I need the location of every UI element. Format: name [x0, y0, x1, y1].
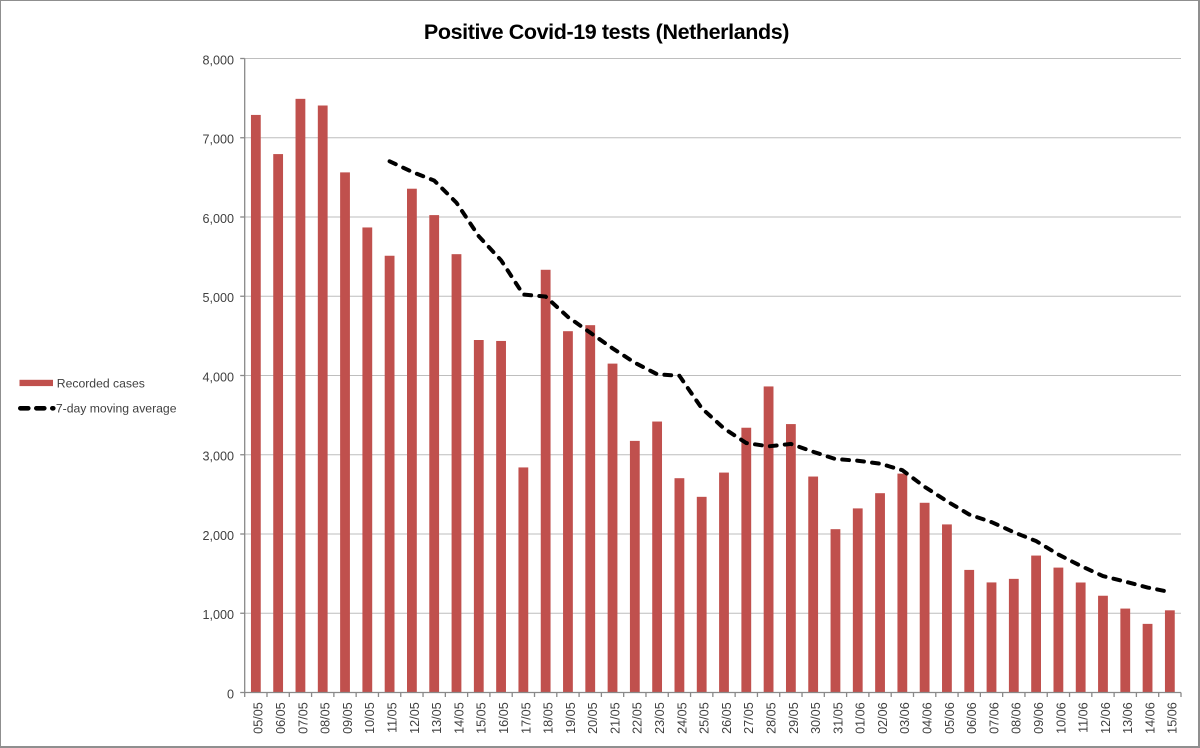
svg-text:05/05: 05/05: [252, 702, 266, 734]
svg-text:02/06: 02/06: [876, 702, 890, 734]
svg-text:8,000: 8,000: [202, 53, 234, 67]
svg-text:20/05: 20/05: [586, 702, 600, 734]
svg-text:19/05: 19/05: [564, 702, 578, 734]
svg-text:27/05: 27/05: [742, 702, 756, 734]
svg-text:12/06: 12/06: [1099, 702, 1113, 734]
svg-text:17/05: 17/05: [519, 702, 533, 734]
svg-text:08/05: 08/05: [319, 702, 333, 734]
svg-text:4,000: 4,000: [202, 370, 234, 384]
svg-text:05/06: 05/06: [943, 702, 957, 734]
svg-text:15/05: 15/05: [475, 702, 489, 734]
svg-text:14/05: 14/05: [452, 702, 466, 734]
svg-text:15/06: 15/06: [1166, 702, 1180, 734]
svg-text:30/05: 30/05: [809, 702, 823, 734]
svg-text:23/05: 23/05: [653, 702, 667, 734]
svg-text:01/06: 01/06: [854, 702, 868, 734]
svg-text:Positive Covid-19 tests (Nethe: Positive Covid-19 tests (Netherlands): [424, 20, 789, 44]
svg-text:24/05: 24/05: [675, 702, 689, 734]
svg-text:2,000: 2,000: [202, 529, 234, 543]
svg-text:7-day moving average: 7-day moving average: [56, 401, 177, 415]
svg-text:5,000: 5,000: [202, 291, 234, 305]
svg-text:0: 0: [227, 687, 234, 701]
svg-text:29/05: 29/05: [787, 702, 801, 734]
svg-text:18/05: 18/05: [542, 702, 556, 734]
svg-text:06/05: 06/05: [274, 702, 288, 734]
svg-text:07/06: 07/06: [987, 702, 1001, 734]
svg-text:1,000: 1,000: [202, 608, 234, 622]
svg-text:3,000: 3,000: [202, 450, 234, 464]
svg-text:04/06: 04/06: [921, 702, 935, 734]
svg-text:21/05: 21/05: [608, 702, 622, 734]
svg-text:28/05: 28/05: [764, 702, 778, 734]
svg-text:7,000: 7,000: [202, 133, 234, 147]
svg-text:09/05: 09/05: [341, 702, 355, 734]
svg-text:16/05: 16/05: [497, 702, 511, 734]
svg-text:25/05: 25/05: [698, 702, 712, 734]
svg-text:12/05: 12/05: [408, 702, 422, 734]
svg-text:Recorded cases: Recorded cases: [57, 377, 145, 391]
svg-text:07/05: 07/05: [296, 702, 310, 734]
svg-text:13/06: 13/06: [1121, 702, 1135, 734]
svg-text:09/06: 09/06: [1032, 702, 1046, 734]
svg-text:6,000: 6,000: [202, 212, 234, 226]
svg-text:13/05: 13/05: [430, 702, 444, 734]
svg-text:11/06: 11/06: [1077, 702, 1091, 733]
svg-text:31/05: 31/05: [831, 702, 845, 734]
svg-text:11/05: 11/05: [386, 702, 400, 733]
svg-text:03/06: 03/06: [898, 702, 912, 734]
svg-text:26/05: 26/05: [720, 702, 734, 734]
svg-text:10/06: 10/06: [1054, 702, 1068, 734]
svg-text:06/06: 06/06: [965, 702, 979, 734]
svg-text:22/05: 22/05: [631, 702, 645, 734]
svg-text:10/05: 10/05: [363, 702, 377, 734]
svg-text:14/06: 14/06: [1143, 702, 1157, 734]
svg-text:08/06: 08/06: [1010, 702, 1024, 734]
